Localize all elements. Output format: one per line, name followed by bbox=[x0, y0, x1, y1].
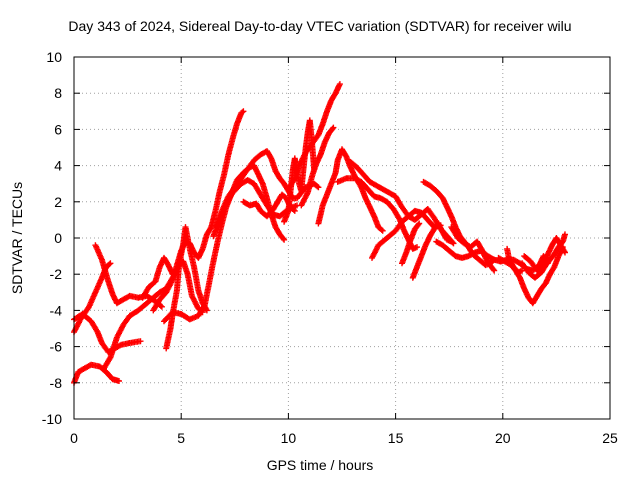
series-arc-28 bbox=[504, 245, 526, 276]
y-tick-label: 2 bbox=[54, 194, 62, 210]
series-arc-6 bbox=[139, 254, 176, 301]
y-axis-label: SDTVAR / TECUs bbox=[9, 181, 25, 295]
data-point-marker bbox=[106, 261, 113, 268]
series-arc-14 bbox=[285, 81, 343, 193]
data-point-marker bbox=[491, 267, 498, 274]
data-point-marker bbox=[314, 183, 321, 190]
data-point-marker bbox=[562, 249, 568, 256]
data-point-marker bbox=[519, 267, 526, 274]
series-arc-20 bbox=[399, 220, 423, 267]
data-markers bbox=[71, 81, 568, 386]
x-tick-label: 20 bbox=[495, 430, 511, 446]
series-arc-4 bbox=[92, 242, 165, 310]
y-tick-label: 8 bbox=[54, 85, 62, 101]
x-axis-label: GPS time / hours bbox=[266, 457, 374, 473]
data-point-marker bbox=[330, 124, 337, 131]
y-tick-label: -8 bbox=[50, 375, 63, 391]
y-tick-label: -2 bbox=[50, 266, 63, 282]
data-point-marker bbox=[329, 125, 336, 132]
y-tick-label: 6 bbox=[54, 121, 62, 137]
y-tick-label: -4 bbox=[50, 302, 63, 318]
data-point-marker bbox=[416, 220, 423, 227]
chart-title: Day 343 of 2024, Sidereal Day-to-day VTE… bbox=[68, 18, 572, 34]
grid-lines bbox=[73, 56, 611, 420]
series-arc-15 bbox=[298, 124, 337, 209]
data-point-marker bbox=[379, 227, 386, 234]
y-tick-label: 10 bbox=[46, 49, 62, 65]
data-point-marker bbox=[291, 207, 298, 214]
axis-ticks: 0 5 10 15 20 25 -10 -8 -6 -4 -2 0 2 4 6 8 10 bbox=[42, 49, 618, 446]
data-point-marker bbox=[415, 221, 422, 228]
data-point-marker bbox=[203, 307, 210, 314]
series-arc-5 bbox=[101, 258, 206, 372]
data-point-marker bbox=[280, 235, 287, 242]
y-tick-label: 4 bbox=[54, 158, 62, 174]
data-point-marker bbox=[414, 244, 420, 251]
series-arc-24 bbox=[448, 224, 498, 274]
series-arc-9 bbox=[161, 162, 288, 325]
data-point-marker bbox=[157, 302, 164, 309]
series-arc-3 bbox=[71, 311, 144, 355]
data-point-marker bbox=[137, 338, 144, 345]
x-tick-label: 15 bbox=[388, 430, 404, 446]
series-arc-21 bbox=[409, 220, 455, 281]
data-point-marker bbox=[315, 184, 322, 191]
data-point-marker bbox=[562, 231, 568, 238]
x-tick-label: 10 bbox=[281, 430, 297, 446]
x-tick-label: 0 bbox=[70, 430, 78, 446]
series-arc-8 bbox=[163, 224, 210, 352]
y-tick-label: -6 bbox=[50, 339, 63, 355]
data-point-marker bbox=[490, 266, 497, 273]
data-point-marker bbox=[240, 108, 247, 115]
data-point-marker bbox=[281, 236, 288, 243]
series-arc-26 bbox=[519, 231, 568, 281]
data-point-marker bbox=[116, 378, 122, 384]
y-tick-label: 0 bbox=[54, 230, 62, 246]
series-arc-1 bbox=[71, 361, 122, 386]
series-arc-17 bbox=[334, 175, 420, 252]
series-arc-27 bbox=[521, 235, 568, 274]
data-point-marker bbox=[378, 226, 385, 233]
data-point-marker bbox=[107, 260, 114, 267]
data-point-marker bbox=[290, 206, 297, 213]
data-point-marker bbox=[448, 238, 455, 245]
data-point-marker bbox=[158, 303, 165, 310]
x-tick-label: 25 bbox=[602, 430, 618, 446]
plot-border bbox=[73, 56, 611, 420]
y-tick-label: -10 bbox=[42, 411, 62, 427]
data-point-marker bbox=[336, 81, 343, 88]
x-tick-label: 5 bbox=[177, 430, 185, 446]
data-point-marker bbox=[239, 109, 246, 116]
